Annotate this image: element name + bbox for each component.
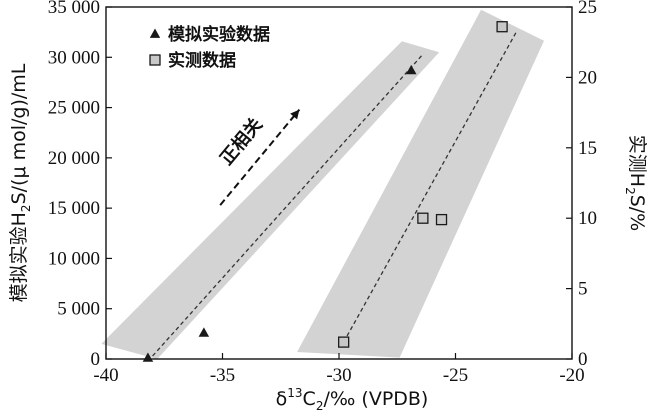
x-tick-label: -30 <box>326 365 351 386</box>
x-ticks: -40 -35 -30 -25 -20 <box>93 353 585 386</box>
y-left-tick-label: 5 000 <box>57 299 100 320</box>
y-right-tick-label: 20 <box>578 67 597 88</box>
y-left-tick-label: 25 000 <box>48 98 100 119</box>
y-left-tick-label: 30 000 <box>48 47 100 68</box>
trend-lines <box>152 32 517 357</box>
y-left-tick-label: 35 000 <box>48 0 100 18</box>
y-left-tick-label: 0 <box>91 349 101 370</box>
confidence-band-2 <box>297 9 544 358</box>
x-tick-label: -25 <box>443 365 468 386</box>
y-right-tick-label: 5 <box>578 279 588 300</box>
y-right-axis-title: 实测H2S/% <box>623 135 648 231</box>
data-point-triangle <box>198 327 210 337</box>
data-point-triangle <box>142 352 154 362</box>
data-point-square <box>338 336 350 348</box>
confidence-bands <box>101 9 544 359</box>
x-tick-label: -40 <box>93 365 118 386</box>
annotation-arrow <box>219 108 301 206</box>
y-right-ticks: 0 5 10 15 20 25 <box>566 0 597 370</box>
legend-label: 模拟实验数据 <box>168 24 270 45</box>
data-points <box>142 21 508 362</box>
data-point-square <box>417 212 429 224</box>
y-left-axis-title: 模拟实验H2S/(μ mol/g)/mL <box>8 63 33 302</box>
x-tick-label: -20 <box>559 365 584 386</box>
x-axis-title: δ13C2/‰ (VPDB) <box>276 386 429 413</box>
trend-line-2 <box>343 32 517 343</box>
legend-label: 实测数据 <box>168 50 236 71</box>
trend-line-1 <box>152 53 424 357</box>
data-point-square <box>496 21 508 33</box>
data-point-square <box>435 213 448 226</box>
y-right-tick-label: 0 <box>578 349 588 370</box>
y-right-tick-label: 25 <box>578 0 597 18</box>
y-left-tick-label: 10 000 <box>48 248 100 269</box>
x-tick-label: -35 <box>210 365 235 386</box>
y-left-tick-label: 20 000 <box>48 148 100 169</box>
annotation-label: 正相关 <box>215 114 266 170</box>
y-left-ticks: 0 5 000 10 000 15 000 20 000 25 000 30 000 35 0… <box>48 0 112 370</box>
y-left-tick-label: 15 000 <box>48 198 100 219</box>
y-right-tick-label: 15 <box>578 138 597 159</box>
legend-marker-triangle <box>149 28 161 38</box>
legend-marker-square <box>149 54 161 66</box>
annotation-arrowhead <box>290 109 300 120</box>
data-point-triangle <box>406 64 417 75</box>
y-right-tick-label: 10 <box>578 208 597 229</box>
confidence-band-1 <box>101 41 440 359</box>
